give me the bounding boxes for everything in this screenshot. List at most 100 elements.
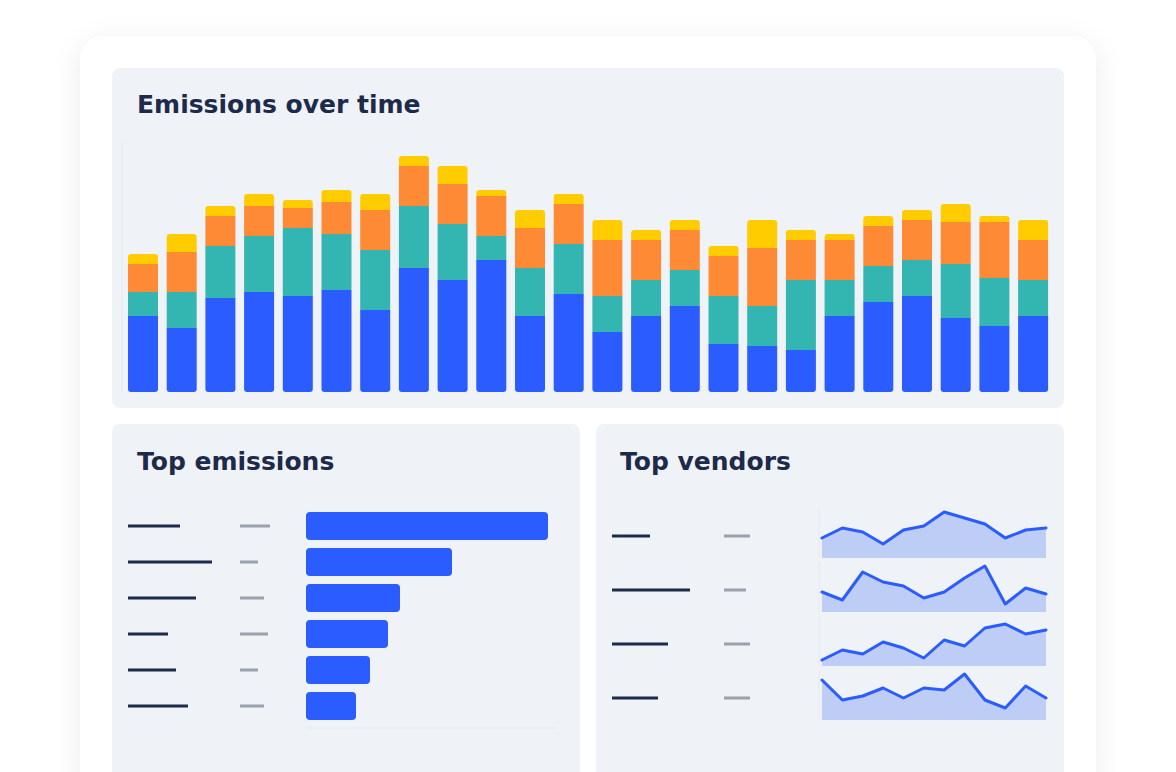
bar-segment	[283, 200, 313, 208]
placeholder-label	[128, 633, 168, 636]
bar-segment	[167, 252, 197, 292]
bar-segment	[592, 220, 622, 240]
bar-segment	[825, 240, 855, 280]
bar-segment	[786, 230, 816, 240]
bar-segment	[709, 256, 739, 296]
bar-segment	[902, 296, 932, 392]
bar-segment	[244, 194, 274, 206]
bar-segment	[515, 316, 545, 392]
bar-segment	[322, 202, 352, 234]
y-axis	[819, 670, 820, 720]
chart-title: Top emissions	[137, 447, 334, 476]
bar-segment	[863, 302, 893, 392]
placeholder-value	[240, 525, 270, 528]
placeholder-value	[240, 633, 268, 636]
placeholder-label	[128, 561, 212, 564]
bars	[306, 512, 548, 720]
bar-segment	[786, 350, 816, 392]
y-axis	[819, 616, 820, 666]
bar-segment	[515, 210, 545, 228]
bar-segment	[167, 234, 197, 252]
bar-segment	[979, 222, 1009, 278]
bar-segment	[941, 204, 971, 222]
bar-segment	[476, 196, 506, 236]
bar	[306, 656, 370, 684]
placeholder-value	[240, 669, 258, 672]
bar-segment	[825, 280, 855, 316]
bar-segment	[592, 296, 622, 332]
bar-segment	[786, 280, 816, 350]
bar-segment	[476, 260, 506, 392]
bar	[306, 620, 388, 648]
sparkline	[822, 566, 1046, 612]
chart-title: Emissions over time	[137, 90, 421, 119]
placeholder-value	[724, 589, 746, 592]
bar-segment	[825, 234, 855, 240]
line	[822, 624, 1046, 660]
bar-segment	[631, 316, 661, 392]
bar-segment	[360, 210, 390, 250]
bar-segment	[786, 240, 816, 280]
bar-segment	[360, 250, 390, 310]
bar	[306, 584, 400, 612]
bar-segment	[979, 216, 1009, 222]
bar-segment	[863, 226, 893, 266]
bar-segment	[825, 316, 855, 392]
bar-segment	[554, 194, 584, 204]
bar	[306, 548, 452, 576]
bar-segment	[941, 264, 971, 318]
bar-segment	[631, 280, 661, 316]
placeholder-label	[612, 697, 658, 700]
y-axis	[819, 508, 820, 558]
bar-segment	[709, 296, 739, 344]
bar-segment	[979, 326, 1009, 392]
bar-segment	[322, 190, 352, 202]
bar-segment	[863, 216, 893, 226]
bar-segment	[244, 206, 274, 236]
sparkline	[822, 512, 1046, 558]
sparkline	[822, 624, 1046, 666]
placeholder-label	[612, 589, 690, 592]
bar-segment	[631, 230, 661, 240]
canvas: Emissions over timeTop emissionsTop vend…	[0, 0, 1176, 772]
bar-segment	[515, 268, 545, 316]
bars	[128, 156, 1048, 392]
panel	[112, 68, 1064, 408]
placeholder-label	[128, 669, 176, 672]
bar-segment	[709, 344, 739, 392]
bar-segment	[747, 248, 777, 306]
bar-segment	[1018, 316, 1048, 392]
area	[822, 512, 1046, 558]
y-axis	[819, 562, 820, 612]
bar-segment	[244, 236, 274, 292]
placeholder-label	[128, 597, 196, 600]
bar-segment	[399, 166, 429, 206]
bar-segment	[476, 190, 506, 196]
bar-segment	[592, 332, 622, 392]
dashboard: Emissions over timeTop emissionsTop vend…	[0, 0, 1176, 772]
line	[822, 512, 1046, 544]
bar-segment	[747, 346, 777, 392]
bar-segment	[515, 228, 545, 268]
bar-segment	[670, 220, 700, 230]
placeholder-value	[724, 697, 750, 700]
bar-segment	[360, 194, 390, 210]
line	[822, 566, 1046, 604]
area	[822, 566, 1046, 612]
bar	[306, 512, 548, 540]
bar-segment	[360, 310, 390, 392]
bar-segment	[670, 230, 700, 270]
bar-segment	[902, 260, 932, 296]
bar-segment	[283, 208, 313, 228]
placeholder-label	[128, 525, 180, 528]
bar-segment	[128, 264, 158, 292]
bar-segment	[399, 268, 429, 392]
bar-segment	[167, 328, 197, 392]
area	[822, 674, 1046, 720]
bar-segment	[631, 240, 661, 280]
bar-segment	[592, 240, 622, 296]
bar-segment	[399, 206, 429, 268]
bar-segment	[1018, 220, 1048, 240]
bar-segment	[554, 204, 584, 244]
bar-segment	[205, 298, 235, 392]
